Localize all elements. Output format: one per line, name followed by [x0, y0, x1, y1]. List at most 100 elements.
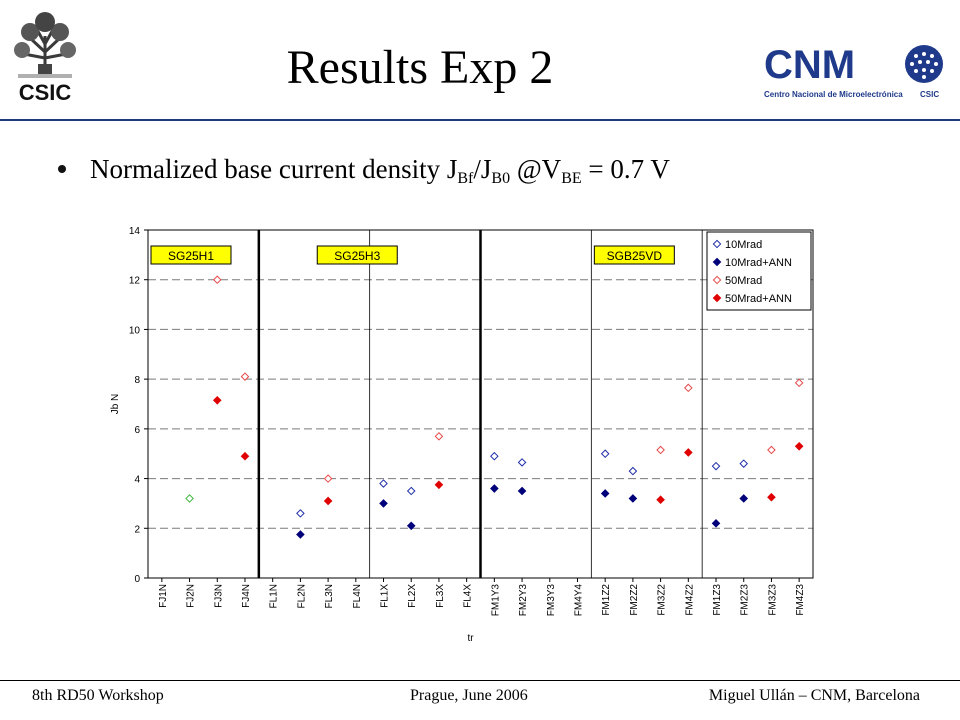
x-tick-label: FL2X: [407, 584, 418, 608]
bullet-sub-b0: B0: [491, 170, 511, 187]
x-tick-label: FM2Y3: [518, 584, 529, 617]
data-point: [600, 449, 610, 459]
group-label-box: [150, 245, 232, 265]
group-label: SGB25VD: [607, 249, 663, 263]
cnm-caption-csic: CSIC: [920, 90, 939, 99]
x-tick-label: FJ4N: [241, 584, 252, 608]
cnm-logo-text: CNM: [764, 43, 855, 87]
x-tick-label: FM3Y3: [546, 584, 557, 617]
bullet-at-v: @V: [510, 154, 562, 184]
y-tick-label: 6: [134, 425, 140, 436]
x-tick-label: FL3N: [324, 584, 335, 608]
x-tick-label: FL4X: [463, 584, 474, 608]
data-point: [490, 451, 499, 461]
x-tick-label: FJ2N: [186, 584, 197, 608]
y-tick-label: 2: [134, 524, 140, 535]
group-label-box: [593, 245, 675, 265]
x-tick-label: FL4N: [352, 584, 363, 608]
data-point: [434, 480, 444, 490]
bullet-slash: /J: [473, 154, 492, 184]
data-point: [212, 275, 222, 285]
data-point: [296, 509, 305, 518]
x-tick-label: FL1N: [269, 584, 280, 608]
bullet-sub-be: BE: [561, 170, 582, 187]
data-point: [323, 474, 333, 483]
group-label: SG25H3: [334, 249, 380, 263]
cnm-logo: CNM Centro Nacional de Microelectrónica …: [760, 42, 950, 104]
legend-marker: [712, 293, 722, 303]
x-tick-label: FL1X: [380, 584, 391, 608]
data-point: [434, 432, 444, 441]
data-point: [379, 499, 388, 508]
bullet-tail: = 0.7 V: [581, 154, 670, 184]
y-tick-label: 4: [134, 475, 140, 486]
footer-rule: [0, 680, 960, 681]
x-tick-label: FL2N: [296, 584, 307, 608]
bullet-dot-icon: [58, 164, 66, 173]
group-label: SG25H1: [168, 249, 214, 263]
x-tick-label: FM4Z3: [795, 584, 806, 616]
legend-label: 10Mrad+ANN: [725, 257, 792, 269]
x-tick-label: FM2Z3: [740, 584, 751, 616]
legend-label: 50Mrad+ANN: [725, 293, 792, 305]
x-tick-label: FM1Z3: [712, 584, 723, 616]
x-tick-label: FM3Z3: [767, 584, 778, 616]
x-tick-label: FJ1N: [158, 584, 169, 608]
footer-right: Miguel Ullán – CNM, Barcelona: [708, 687, 920, 704]
data-point: [656, 445, 665, 455]
legend-box: [706, 231, 812, 311]
data-point: [379, 479, 388, 488]
x-tick-label: FM2Z2: [629, 584, 640, 616]
data-point: [739, 494, 749, 503]
y-tick-label: 0: [134, 574, 140, 585]
footer-middle: Prague, June 2006: [410, 687, 528, 704]
y-axis-label: Jb N: [110, 394, 121, 415]
data-point: [711, 519, 721, 528]
data-point: [490, 484, 499, 493]
cnm-caption: Centro Nacional de Microelectrónica: [764, 90, 903, 99]
legend-marker: [712, 275, 722, 285]
data-point: [212, 395, 222, 405]
data-point: [794, 441, 804, 451]
data-point: [628, 494, 638, 503]
x-tick-label: FM1Z2: [601, 584, 612, 616]
data-point: [296, 530, 305, 539]
data-point: [684, 383, 693, 393]
csic-logo: CSIC: [8, 8, 82, 106]
data-point: [517, 486, 527, 496]
footer-left: 8th RD50 Workshop: [32, 687, 164, 704]
scatter-chart: 0 2 4 6 8 10 12 14 FJ1N FJ2N FJ3N FJ4N FL1N FL2N FL3N F…: [110, 226, 814, 644]
data-point: [684, 448, 693, 457]
data-point: [628, 466, 638, 476]
x-tick-label: FM1Y3: [490, 584, 501, 617]
header-rule: [0, 119, 960, 121]
x-tick-label: FJ3N: [213, 584, 224, 608]
data-point: [739, 459, 749, 468]
x-axis-label: tr: [467, 633, 474, 644]
data-point: [517, 458, 527, 467]
data-point: [406, 521, 416, 531]
bullet-sub-bf: Bf: [457, 170, 474, 187]
data-point: [240, 451, 250, 461]
x-tick-label: FM3Z2: [657, 584, 668, 616]
data-point: [711, 461, 721, 471]
group-label-box: [316, 245, 398, 265]
data-point: [406, 486, 416, 496]
y-tick-label: 8: [134, 375, 140, 386]
csic-tree-emblem-icon: CSIC: [8, 8, 82, 106]
y-tick-label: 12: [129, 276, 141, 287]
cnm-logo-graphic-icon: CNM Centro Nacional de Microelectrónica …: [764, 43, 943, 99]
y-tick-label: 14: [129, 226, 141, 237]
data-point: [794, 378, 804, 388]
data-point: [767, 492, 776, 502]
data-point: [600, 489, 610, 498]
legend-marker: [712, 257, 722, 267]
data-point: [185, 494, 194, 503]
bullet-item: Normalized base current density JBf/JB0 …: [58, 152, 670, 187]
chart-container: 0 2 4 6 8 10 12 14 FJ1N FJ2N FJ3N FJ4N FL1N FL2N FL3N F…: [105, 222, 840, 652]
data-point: [240, 372, 250, 381]
legend-label: 50Mrad: [725, 275, 762, 287]
y-tick-label: 10: [129, 325, 141, 336]
page-title: Results Exp 2: [286, 41, 554, 94]
legend-label: 10Mrad: [725, 239, 762, 251]
